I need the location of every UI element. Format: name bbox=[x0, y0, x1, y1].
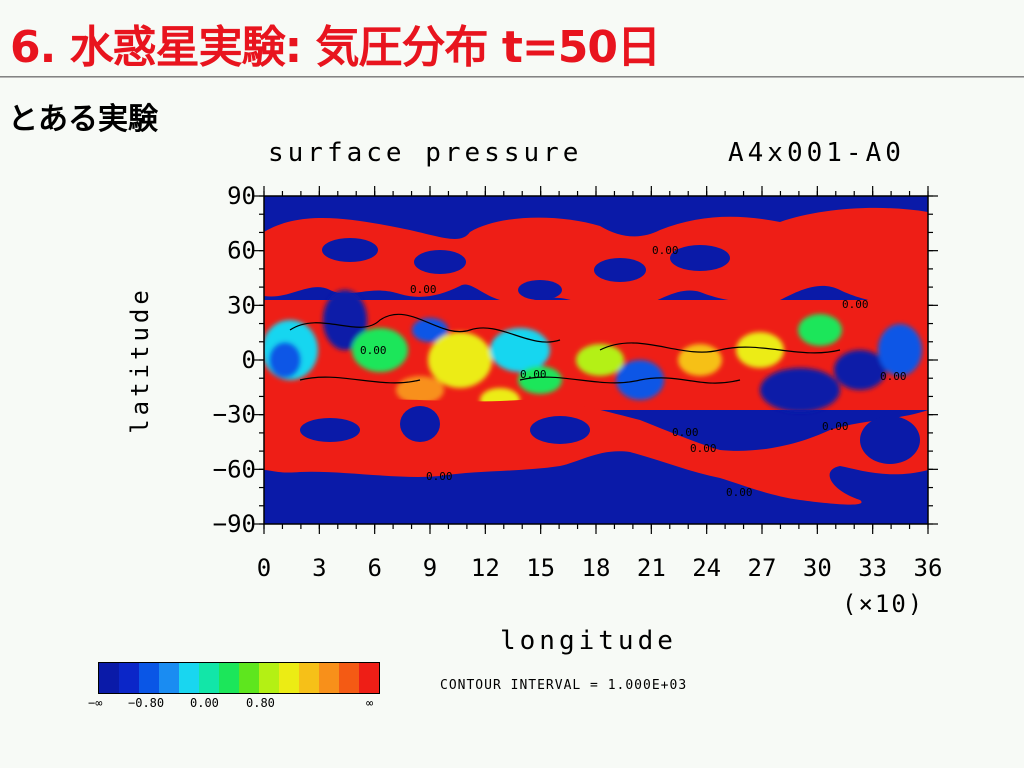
colorbar-label: 0.00 bbox=[190, 696, 219, 710]
contour-label: 0.00 bbox=[822, 420, 849, 433]
title-divider bbox=[0, 76, 1024, 78]
low-cell bbox=[860, 416, 920, 464]
x-tick-label: 3 bbox=[312, 554, 326, 582]
x-axis-label: longitude bbox=[500, 626, 677, 656]
y-tick-label: 30 bbox=[227, 291, 256, 319]
run-id-label: A4x001-A0 bbox=[728, 138, 905, 168]
colorbar-label: ∞ bbox=[366, 696, 374, 710]
y-tick-label: 90 bbox=[227, 182, 256, 210]
y-tick-label: 60 bbox=[227, 237, 256, 265]
y-tick-label: 0 bbox=[242, 346, 256, 374]
colorbar-cell bbox=[179, 663, 199, 693]
colorbar-cell bbox=[299, 663, 319, 693]
contour-label: 0.00 bbox=[690, 442, 717, 455]
x-tick-label: 6 bbox=[367, 554, 381, 582]
colorbar-cell bbox=[119, 663, 139, 693]
y-tick-label: −60 bbox=[213, 455, 256, 483]
x-tick-label: 9 bbox=[423, 554, 437, 582]
contour-lines bbox=[289, 313, 841, 384]
colorbar-cell bbox=[219, 663, 239, 693]
colorbar-label: −0.80 bbox=[128, 696, 165, 710]
contour-label: 0.00 bbox=[520, 368, 547, 381]
contour-label: 0.00 bbox=[652, 244, 679, 257]
field bbox=[264, 196, 928, 524]
slide-subtitle: とある実験 bbox=[8, 102, 158, 137]
x-tick-label: 33 bbox=[858, 554, 887, 582]
contour-label: 0.00 bbox=[410, 283, 437, 296]
contour-label: 0.00 bbox=[360, 344, 387, 357]
colorbar-cell bbox=[239, 663, 259, 693]
plot-title: surface pressure bbox=[268, 138, 583, 168]
contour-label: 0.00 bbox=[726, 486, 753, 499]
x-tick-label: 18 bbox=[582, 554, 611, 582]
x-tick-label: 27 bbox=[748, 554, 777, 582]
colorbar-cell bbox=[339, 663, 359, 693]
colorbar-labels: −∞ −0.80 0.00 0.80 ∞ bbox=[88, 696, 388, 712]
x-tick-label: 21 bbox=[637, 554, 666, 582]
x-tick-label: 15 bbox=[526, 554, 555, 582]
contour-label: 0.00 bbox=[880, 370, 907, 383]
colorbar-label: −∞ bbox=[88, 696, 103, 710]
low-cell bbox=[530, 416, 590, 444]
x-tick-label: 24 bbox=[692, 554, 721, 582]
y-tick-label: −30 bbox=[213, 401, 256, 429]
contour-interval-note: CONTOUR INTERVAL = 1.000E+03 bbox=[440, 678, 688, 693]
pressure-map: 0.00 0.00 0.00 0.00 0.00 0.00 0.00 0.00 … bbox=[213, 182, 943, 582]
colorbar-cell bbox=[359, 663, 379, 693]
low-cell bbox=[670, 245, 730, 271]
colorbar-cell bbox=[99, 663, 119, 693]
slide-title: 6. 水惑星実験: 気圧分布 t=50日 bbox=[10, 22, 661, 73]
low-cell bbox=[594, 258, 646, 282]
colorbar-label: 0.80 bbox=[246, 696, 275, 710]
low-cell bbox=[300, 418, 360, 442]
colorbar-cell bbox=[199, 663, 219, 693]
contour-label: 0.00 bbox=[672, 426, 699, 439]
colorbar-cell bbox=[259, 663, 279, 693]
x-tick-label: 0 bbox=[257, 554, 271, 582]
contour-label: 0.00 bbox=[426, 470, 453, 483]
y-tick-label: −90 bbox=[213, 510, 256, 538]
low-cell bbox=[518, 280, 562, 300]
colorbar-cell bbox=[159, 663, 179, 693]
high-pressure-region-north-west bbox=[264, 207, 928, 311]
x-axis-unit: (×10) bbox=[842, 590, 925, 618]
low-cell bbox=[414, 250, 466, 274]
contour-label-layer: 0.00 0.00 0.00 0.00 0.00 0.00 0.00 0.00 … bbox=[360, 244, 907, 499]
x-tick-label: 30 bbox=[803, 554, 832, 582]
equatorial-cells bbox=[264, 290, 922, 412]
x-tick-label: 36 bbox=[914, 554, 943, 582]
contour-label: 0.00 bbox=[842, 298, 869, 311]
low-cell bbox=[322, 238, 378, 262]
x-tick-label: 12 bbox=[471, 554, 500, 582]
low-cell bbox=[400, 406, 440, 442]
colorbar bbox=[98, 662, 380, 694]
colorbar-cell bbox=[279, 663, 299, 693]
colorbar-cell bbox=[139, 663, 159, 693]
colorbar-cell bbox=[319, 663, 339, 693]
